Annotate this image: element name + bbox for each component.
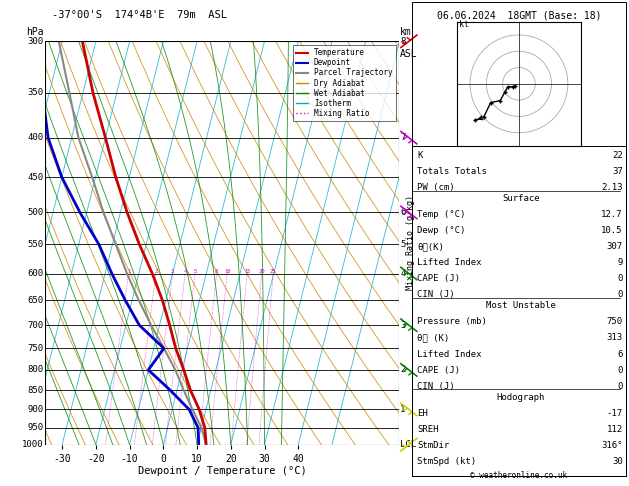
Text: PW (cm): PW (cm) — [417, 183, 455, 192]
Text: CIN (J): CIN (J) — [417, 382, 455, 391]
X-axis label: Dewpoint / Temperature (°C): Dewpoint / Temperature (°C) — [138, 467, 307, 476]
Text: 1000: 1000 — [22, 440, 43, 449]
Text: 3: 3 — [400, 321, 406, 330]
Text: 0: 0 — [617, 274, 623, 283]
Text: -17: -17 — [606, 409, 623, 418]
Text: SREH: SREH — [417, 425, 438, 434]
Text: θᴇ(K): θᴇ(K) — [417, 242, 444, 251]
Text: Temp (°C): Temp (°C) — [417, 210, 465, 219]
Text: Hodograph: Hodograph — [497, 393, 545, 402]
Text: 0: 0 — [617, 365, 623, 375]
Text: 1: 1 — [127, 269, 130, 274]
Text: 950: 950 — [28, 423, 43, 432]
Text: 650: 650 — [28, 296, 43, 305]
Text: 4: 4 — [400, 269, 406, 278]
Text: 8: 8 — [400, 37, 406, 46]
Text: 112: 112 — [606, 425, 623, 434]
Text: Totals Totals: Totals Totals — [417, 167, 487, 176]
Text: 5: 5 — [400, 240, 406, 249]
Text: 313: 313 — [606, 333, 623, 343]
Text: Dewp (°C): Dewp (°C) — [417, 226, 465, 235]
Text: 9: 9 — [617, 258, 623, 267]
Text: 307: 307 — [606, 242, 623, 251]
Text: StmSpd (kt): StmSpd (kt) — [417, 457, 476, 466]
Text: 6: 6 — [617, 349, 623, 359]
Text: LCL: LCL — [400, 440, 416, 449]
Text: 0: 0 — [617, 290, 623, 299]
Text: K: K — [417, 151, 423, 160]
Text: 10.5: 10.5 — [601, 226, 623, 235]
Text: θᴇ (K): θᴇ (K) — [417, 333, 449, 343]
Text: © weatheronline.co.uk: © weatheronline.co.uk — [470, 471, 567, 480]
Text: 400: 400 — [28, 133, 43, 142]
Text: Lifted Index: Lifted Index — [417, 349, 482, 359]
Text: -37°00'S  174°4B'E  79m  ASL: -37°00'S 174°4B'E 79m ASL — [52, 10, 226, 20]
Text: km: km — [400, 27, 412, 37]
Text: 8: 8 — [215, 269, 218, 274]
Text: 2: 2 — [400, 365, 406, 374]
Text: Surface: Surface — [502, 194, 540, 203]
Text: CIN (J): CIN (J) — [417, 290, 455, 299]
Text: 750: 750 — [28, 344, 43, 353]
Text: 30: 30 — [612, 457, 623, 466]
Text: 25: 25 — [270, 269, 277, 274]
Text: 2.13: 2.13 — [601, 183, 623, 192]
Text: 800: 800 — [28, 365, 43, 374]
Text: 5: 5 — [193, 269, 197, 274]
Text: 20: 20 — [259, 269, 265, 274]
Text: 900: 900 — [28, 405, 43, 414]
Text: 10: 10 — [224, 269, 230, 274]
Text: 850: 850 — [28, 386, 43, 395]
Text: 12.7: 12.7 — [601, 210, 623, 219]
Text: 4: 4 — [184, 269, 187, 274]
Text: 3: 3 — [171, 269, 174, 274]
Text: Most Unstable: Most Unstable — [486, 301, 556, 311]
Text: 750: 750 — [606, 317, 623, 327]
Legend: Temperature, Dewpoint, Parcel Trajectory, Dry Adiabat, Wet Adiabat, Isotherm, Mi: Temperature, Dewpoint, Parcel Trajectory… — [293, 45, 396, 121]
Text: EH: EH — [417, 409, 428, 418]
Text: kt: kt — [459, 20, 469, 29]
Text: 450: 450 — [28, 173, 43, 182]
Text: 600: 600 — [28, 269, 43, 278]
Text: 300: 300 — [28, 37, 43, 46]
Text: 22: 22 — [612, 151, 623, 160]
Text: ASL: ASL — [400, 50, 418, 59]
Text: Mixing Ratio (g/kg): Mixing Ratio (g/kg) — [406, 195, 415, 291]
Text: Pressure (mb): Pressure (mb) — [417, 317, 487, 327]
Text: 700: 700 — [28, 321, 43, 330]
Text: 0: 0 — [617, 382, 623, 391]
Text: 6: 6 — [400, 208, 406, 217]
Text: CAPE (J): CAPE (J) — [417, 365, 460, 375]
Text: 550: 550 — [28, 240, 43, 249]
Text: 316°: 316° — [601, 441, 623, 450]
Text: 37: 37 — [612, 167, 623, 176]
Text: StmDir: StmDir — [417, 441, 449, 450]
Text: 350: 350 — [28, 88, 43, 98]
Text: Lifted Index: Lifted Index — [417, 258, 482, 267]
Text: hPa: hPa — [26, 27, 43, 37]
Text: 1: 1 — [400, 405, 406, 414]
Text: CAPE (J): CAPE (J) — [417, 274, 460, 283]
Text: 7: 7 — [400, 133, 406, 142]
Text: 500: 500 — [28, 208, 43, 217]
Text: 06.06.2024  18GMT (Base: 18): 06.06.2024 18GMT (Base: 18) — [437, 11, 601, 21]
Text: 15: 15 — [244, 269, 250, 274]
Text: 2: 2 — [154, 269, 157, 274]
